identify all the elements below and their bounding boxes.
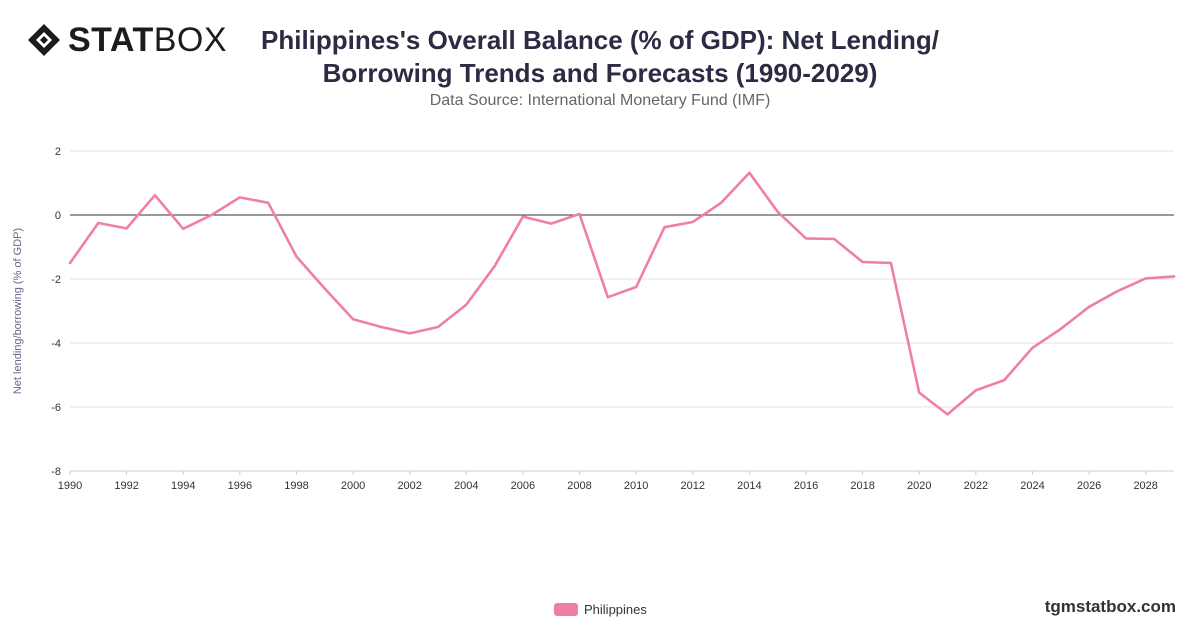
chart-title-line2: Borrowing Trends and Forecasts (1990-202… — [322, 58, 878, 88]
y-axis-title: Net lending/borrowing (% of GDP) — [12, 228, 24, 394]
data-point — [1088, 306, 1091, 309]
logo-text-light: BOX — [153, 21, 228, 59]
y-tick-label: -2 — [51, 274, 61, 286]
data-point — [663, 226, 666, 229]
chart-title-line1: Philippines's Overall Balance (% of GDP)… — [261, 25, 939, 55]
data-point — [975, 389, 978, 392]
data-point — [267, 202, 270, 205]
data-point — [1116, 290, 1119, 293]
data-point — [380, 326, 383, 329]
logo-text-bold: STAT — [68, 21, 154, 59]
x-tick-label: 2012 — [681, 480, 705, 492]
data-point — [408, 332, 411, 335]
data-point — [1144, 277, 1147, 280]
chart-subtitle: Data Source: International Monetary Fund… — [429, 92, 771, 109]
data-point — [833, 238, 836, 241]
data-point — [918, 391, 921, 394]
data-point — [1031, 347, 1034, 350]
data-point — [522, 215, 525, 218]
data-point — [550, 222, 553, 225]
y-tick-label: -8 — [51, 466, 61, 478]
data-point — [1003, 379, 1006, 382]
data-point — [182, 227, 185, 230]
data-point — [635, 286, 638, 289]
diamond-logo-icon — [28, 24, 60, 56]
x-tick-label: 2004 — [454, 480, 478, 492]
x-tick-label: 2022 — [964, 480, 988, 492]
x-tick-label: 2000 — [341, 480, 365, 492]
data-point — [861, 261, 864, 264]
logo-wordmark: STATBOX — [68, 23, 227, 57]
data-point — [748, 171, 751, 174]
data-point — [607, 296, 610, 299]
chart-title: Philippines's Overall Balance (% of GDP)… — [240, 24, 960, 90]
x-tick-label: 2024 — [1020, 480, 1044, 492]
data-point — [578, 213, 581, 216]
x-tick-label: 2016 — [794, 480, 818, 492]
x-tick-label: 1994 — [171, 480, 195, 492]
data-point — [465, 303, 468, 306]
series-line-philippines — [68, 171, 1176, 416]
x-tick-label: 1996 — [228, 480, 252, 492]
y-tick-label: 2 — [55, 146, 61, 158]
legend[interactable]: Philippines — [554, 602, 647, 617]
x-tick-label: 2002 — [397, 480, 421, 492]
x-tick-label: 2028 — [1133, 480, 1157, 492]
data-point — [323, 287, 326, 290]
x-tick-label: 2014 — [737, 480, 761, 492]
data-point — [805, 237, 808, 240]
data-point — [69, 262, 72, 265]
x-tick-label: 1998 — [284, 480, 308, 492]
legend-swatch — [554, 603, 578, 616]
statbox-logo: STATBOX — [26, 20, 227, 60]
y-tick-label: -4 — [51, 338, 61, 350]
data-point — [493, 265, 496, 268]
data-point — [239, 196, 242, 199]
data-point — [352, 318, 355, 321]
y-tick-label: 0 — [55, 210, 61, 222]
data-point — [97, 222, 100, 225]
x-tick-label: 2018 — [850, 480, 874, 492]
x-tick-label: 2020 — [907, 480, 931, 492]
data-point — [210, 214, 213, 217]
data-point — [295, 255, 298, 258]
watermark: tgmstatbox.com — [1044, 597, 1176, 616]
data-point — [437, 326, 440, 329]
data-point — [776, 211, 779, 214]
data-point — [1173, 275, 1176, 278]
x-tick-label: 2006 — [511, 480, 535, 492]
x-tick-label: 1992 — [114, 480, 138, 492]
x-tick-label: 1990 — [58, 480, 82, 492]
data-point — [154, 194, 157, 197]
data-point — [125, 227, 128, 230]
data-point — [691, 221, 694, 224]
data-point — [890, 262, 893, 265]
data-point — [720, 202, 723, 205]
x-tick-label: 2008 — [567, 480, 591, 492]
x-tick-label: 2010 — [624, 480, 648, 492]
x-tick-label: 2026 — [1077, 480, 1101, 492]
data-point — [946, 413, 949, 416]
legend-label-philippines: Philippines — [584, 602, 647, 617]
data-point — [1059, 328, 1062, 331]
y-tick-label: -6 — [51, 402, 61, 414]
